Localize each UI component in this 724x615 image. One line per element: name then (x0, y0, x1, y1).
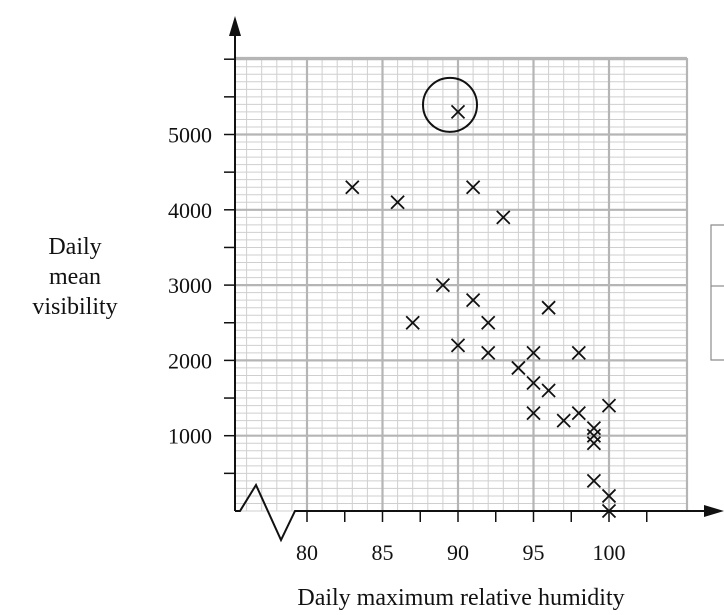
y-tick-labels: 1000 2000 3000 4000 5000 (168, 123, 212, 449)
point-stroke (405, 315, 420, 330)
data-point (465, 293, 481, 308)
y-tick-label: 5000 (168, 123, 212, 148)
data-point (541, 383, 556, 398)
major-gridlines (235, 56, 689, 511)
y-axis-title: Daily mean visibility (32, 234, 117, 320)
data-point (390, 195, 405, 210)
x-tick-labels: 80 85 90 95 100 (296, 540, 626, 565)
point-stroke (526, 345, 541, 361)
point-stroke (481, 345, 496, 361)
point-stroke (345, 180, 360, 195)
point-stroke (450, 338, 466, 353)
tick-marks (224, 58, 648, 522)
axes (229, 16, 724, 543)
y-tick-label: 4000 (168, 198, 212, 223)
x-axis-arrowhead (704, 505, 724, 517)
y-axis-title-line: mean (49, 264, 101, 290)
x-axis-line-with-break (235, 482, 704, 543)
data-points (345, 180, 617, 519)
x-tick-label: 100 (593, 540, 626, 565)
data-point (601, 398, 617, 413)
point-stroke (586, 436, 602, 451)
data-point (481, 345, 496, 361)
point-stroke (571, 405, 586, 421)
table-border (710, 224, 724, 361)
y-tick-label: 3000 (168, 273, 212, 298)
point-stroke (481, 315, 496, 330)
point-stroke (465, 180, 481, 195)
data-point (435, 277, 451, 293)
x-tick-label: 90 (447, 540, 469, 565)
point-stroke (435, 277, 451, 293)
data-point (601, 488, 617, 504)
x-tick-label: 95 (523, 540, 545, 565)
highlighted-point (422, 76, 478, 133)
data-point (601, 503, 617, 519)
data-point (526, 345, 541, 361)
data-point (405, 315, 420, 330)
data-point (526, 375, 541, 391)
data-point (541, 300, 556, 315)
data-point (345, 180, 360, 195)
partial-table-edge (710, 224, 724, 361)
point-stroke (496, 210, 511, 225)
point-stroke (556, 413, 571, 428)
y-tick-label: 1000 (168, 424, 212, 449)
data-point (526, 405, 541, 421)
highlighted-data-point (450, 104, 466, 120)
y-axis-title-line: visibility (32, 294, 117, 320)
x-tick-label: 80 (296, 540, 318, 565)
point-stroke (586, 473, 602, 489)
point-stroke (541, 383, 556, 398)
data-point (496, 210, 511, 225)
data-point (571, 345, 586, 361)
data-point (586, 473, 602, 489)
point-stroke (511, 360, 526, 376)
point-stroke (601, 503, 617, 519)
point-stroke (526, 375, 541, 391)
point-stroke (465, 293, 481, 308)
data-point (481, 315, 496, 330)
x-axis-title: Daily maximum relative humidity (297, 585, 624, 611)
point-stroke (541, 300, 556, 315)
y-axis-title-line: Daily (48, 234, 101, 260)
point-stroke (450, 104, 466, 120)
x-tick-label: 85 (372, 540, 394, 565)
point-stroke (390, 195, 405, 210)
data-point (571, 405, 586, 421)
point-stroke (526, 405, 541, 421)
data-point (586, 436, 602, 451)
y-tick-label: 2000 (168, 348, 212, 373)
data-point (511, 360, 526, 376)
y-axis-arrowhead (229, 16, 241, 36)
data-point (556, 413, 571, 428)
highlight-circle (422, 76, 478, 133)
point-stroke (601, 398, 617, 413)
data-point (450, 338, 466, 353)
data-point (465, 180, 481, 195)
point-stroke (601, 488, 617, 504)
point-stroke (571, 345, 586, 361)
